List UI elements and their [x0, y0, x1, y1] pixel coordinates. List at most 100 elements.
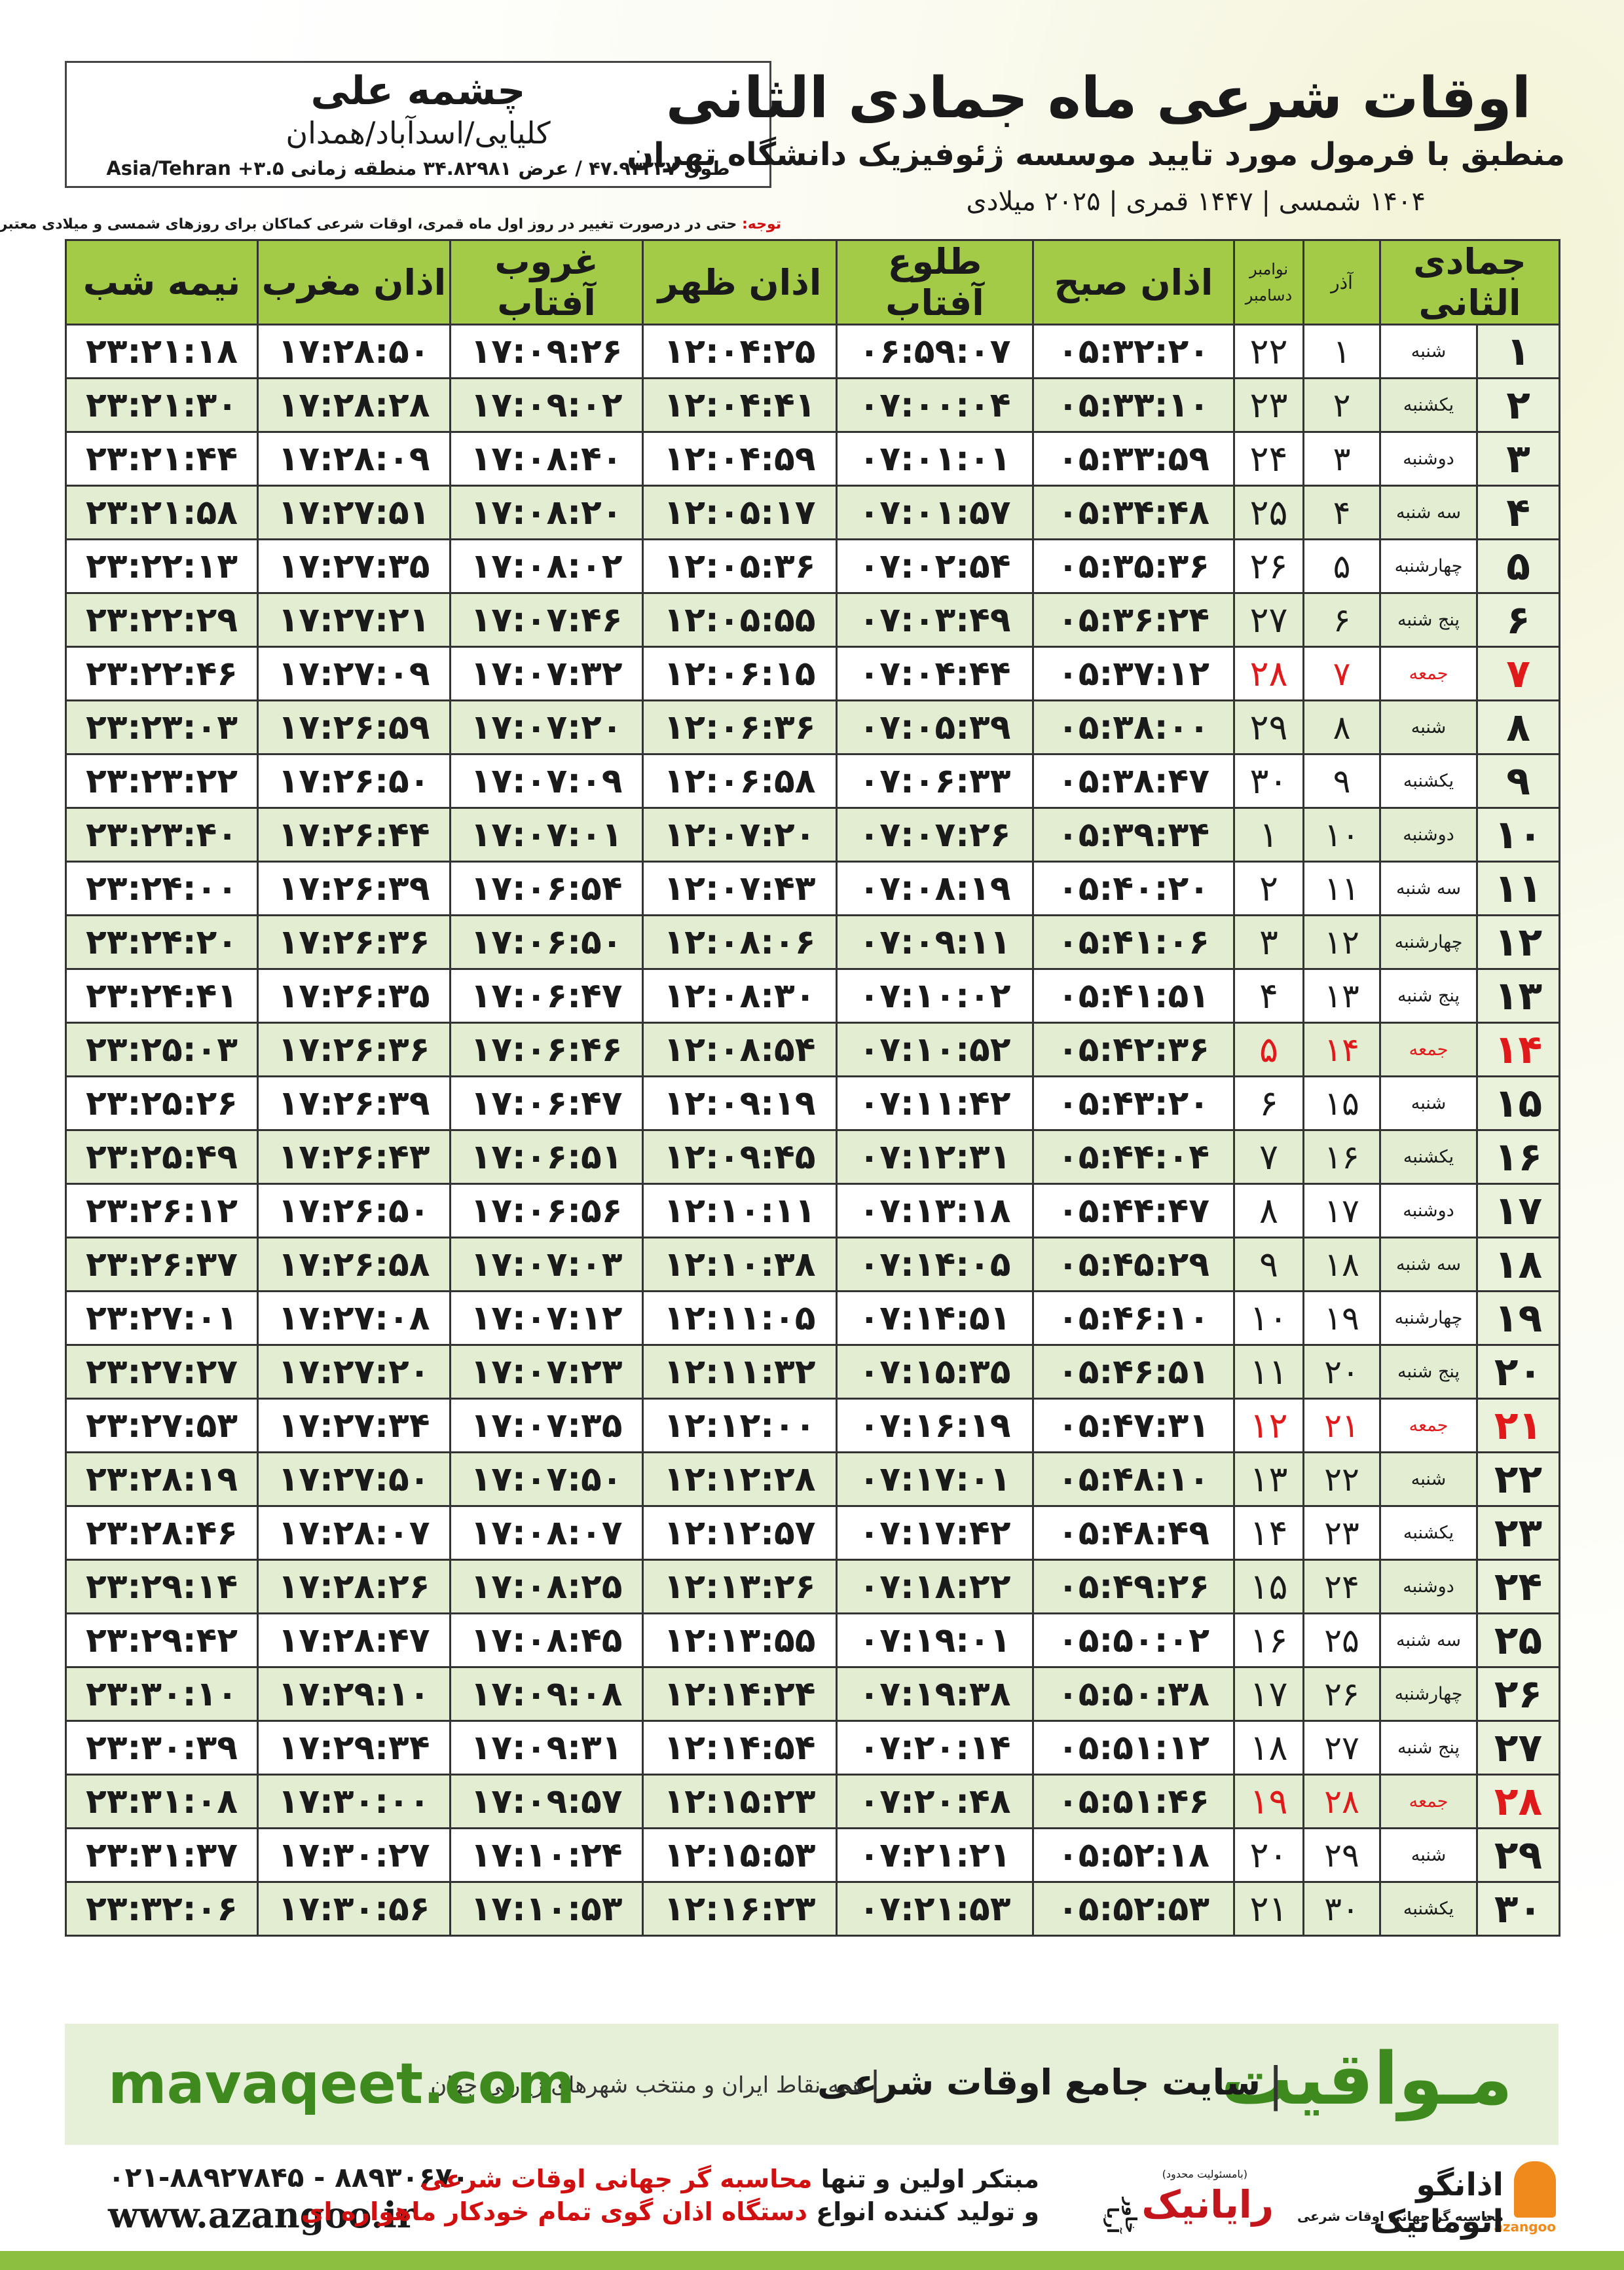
table-cell: ۱۲:۰۵:۳۶ — [642, 538, 838, 594]
tagline: سایت جامع اوقات شرعی — [817, 2062, 1261, 2103]
table-cell: ۱۲:۰۹:۴۵ — [642, 1129, 838, 1185]
table-row: ۱۵ شنبه ۱۵ ۶ ۰۵:۴۳:۲۰ ۰۷:۱۱:۴۲ ۱۲:۰۹:۱۹ ۱۷:۰۶:۴… — [65, 1075, 1561, 1131]
table-cell: ۱۲:۱۱:۰۵ — [642, 1290, 838, 1346]
table-cell: ۱۷:۲۷:۵۰ — [257, 1451, 451, 1507]
table-cell: ۱۲:۰۹:۱۹ — [642, 1075, 838, 1131]
table-cell: ۶ — [1233, 1075, 1304, 1131]
table-row: ۲ یکشنبه ۲ ۲۳ ۰۵:۳۳:۱۰ ۰۷:۰۰:۰۴ ۱۲:۰۴:۴۱ ۱۷:۰۹:… — [65, 377, 1561, 433]
table-cell: ۱ — [1302, 324, 1381, 379]
table-cell: ۰۷:۲۱:۲۱ — [836, 1827, 1034, 1883]
table-cell: ۰۷:۱۶:۱۹ — [836, 1398, 1034, 1453]
table-cell: ۲۰ — [1233, 1827, 1304, 1883]
table-cell: ۰۵:۳۵:۳۶ — [1032, 538, 1235, 594]
table-cell: ۲۵ — [1476, 1612, 1561, 1668]
table-cell: دوشنبه — [1378, 431, 1479, 487]
table-cell: ۱۲:۱۵:۲۳ — [642, 1774, 838, 1829]
table-cell: ۷ — [1233, 1129, 1304, 1185]
phone: ۰۲۱-۸۸۹۲۷۸۴۵ - ۸۸۹۳۰۶۷۰ — [108, 2161, 470, 2193]
table-cell: ۰۷:۰۳:۴۹ — [836, 592, 1034, 648]
table-cell: ۲۰ — [1302, 1344, 1381, 1400]
table-cell: ۱۷:۲۸:۰۹ — [257, 431, 451, 487]
header-cell: نوامبر دسامبر — [1233, 239, 1304, 326]
table-cell: ۰۷:۱۴:۵۱ — [836, 1290, 1034, 1346]
table-cell: ۰۷:۲۱:۵۳ — [836, 1881, 1034, 1937]
table-cell: ۲۳:۲۵:۴۹ — [65, 1129, 259, 1185]
table-cell: ۰۵:۴۲:۳۶ — [1032, 1022, 1235, 1077]
table-cell: ۲۳:۳۰:۳۹ — [65, 1720, 259, 1776]
table-cell: ۱۲:۰۷:۲۰ — [642, 807, 838, 863]
table-cell: پنج شنبه — [1378, 592, 1479, 648]
table-cell: ۲۳:۲۱:۳۰ — [65, 377, 259, 433]
table-cell: ۱ — [1476, 324, 1561, 379]
table-cell: ۱۲:۱۳:۵۵ — [642, 1612, 838, 1668]
table-cell: ۰۷:۱۲:۳۱ — [836, 1129, 1034, 1185]
table-cell: ۱۷:۰۶:۵۶ — [449, 1183, 644, 1238]
table-cell: ۰۵:۳۳:۵۹ — [1032, 431, 1235, 487]
table-cell: ۰۵:۵۰:۰۲ — [1032, 1612, 1235, 1668]
table-cell: جمعه — [1378, 1774, 1479, 1829]
table-cell: ۰۷:۱۷:۰۱ — [836, 1451, 1034, 1507]
location-name: چشمه علی — [310, 68, 526, 114]
logo-text: (بامسئولیت محدود) — [1162, 2168, 1247, 2180]
location-box: چشمه علی کلیایی/اسدآباد/همدان طول ۴۷.۹۳۲… — [65, 61, 771, 188]
table-cell: چهارشنبه — [1378, 1666, 1479, 1722]
table-cell: شنبه — [1378, 324, 1479, 379]
table-cell: ۱۷:۱۰:۲۴ — [449, 1827, 644, 1883]
table-cell: ۶ — [1476, 592, 1561, 648]
title: اوقات شرعی ماه جمادی الثانی — [665, 65, 1531, 131]
table-cell: ۱۷:۰۶:۴۷ — [449, 968, 644, 1024]
table-cell: ۵ — [1476, 538, 1561, 594]
table-cell: ۱۵ — [1302, 1075, 1381, 1131]
table-cell: جمعه — [1378, 646, 1479, 701]
table-cell: ۰۵:۵۲:۱۸ — [1032, 1827, 1235, 1883]
table-cell: ۰۷:۱۳:۱۸ — [836, 1183, 1034, 1238]
table-cell: ۲۹ — [1233, 699, 1304, 755]
table-cell: ۱۷:۰۸:۰۷ — [449, 1505, 644, 1561]
table-row: ۲۲ شنبه ۲۲ ۱۳ ۰۵:۴۸:۱۰ ۰۷:۱۷:۰۱ ۱۲:۱۲:۲۸ ۱۷:۰۷:… — [65, 1451, 1561, 1507]
table-cell: ۵ — [1302, 538, 1381, 594]
table-cell: ۱۷:۰۹:۵۷ — [449, 1774, 644, 1829]
text: و تولید کننده انواع — [816, 2197, 1039, 2226]
table-cell: ۰۷:۰۱:۰۱ — [836, 431, 1034, 487]
table-cell: ۱۲:۱۱:۳۲ — [642, 1344, 838, 1400]
table-cell: ۱۷:۰۸:۰۲ — [449, 538, 644, 594]
note-text: حتی در درصورت تغییر در روز اول ماه قمری،… — [0, 216, 737, 233]
table-cell: ۱۷:۰۷:۲۳ — [449, 1344, 644, 1400]
table-cell: ۱۷:۰۷:۰۱ — [449, 807, 644, 863]
table-cell: سه شنبه — [1378, 861, 1479, 916]
table-cell: سه شنبه — [1378, 1612, 1479, 1668]
table-cell: ۷ — [1302, 646, 1381, 701]
table-cell: ۱۲:۰۶:۳۶ — [642, 699, 838, 755]
location-coords: طول ۴۷.۹۳۲۲۷ / عرض ۳۴.۸۲۹۸۱ منطقه زمانی … — [106, 157, 730, 179]
table-cell: ۱۴ — [1302, 1022, 1381, 1077]
table-cell: ۱۷:۰۷:۰۳ — [449, 1237, 644, 1292]
table-cell: ۱۲:۰۷:۴۳ — [642, 861, 838, 916]
table-cell: ۳ — [1302, 431, 1381, 487]
table-cell: ۲۳:۲۵:۲۶ — [65, 1075, 259, 1131]
table-cell: ۰۷:۱۰:۰۲ — [836, 968, 1034, 1024]
table-cell: یکشنبه — [1378, 1505, 1479, 1561]
table-cell: ۱۷:۲۶:۴۴ — [257, 807, 451, 863]
banner: مـواقیت | سایت جامع اوقات شرعی | همه نقا… — [65, 2024, 1559, 2145]
table-cell: ۲۲ — [1302, 1451, 1381, 1507]
table-cell: ۱۲:۱۴:۵۴ — [642, 1720, 838, 1776]
table-cell: ۲۳:۲۲:۱۳ — [65, 538, 259, 594]
table-cell: ۲ — [1476, 377, 1561, 433]
table-row: ۹ یکشنبه ۹ ۳۰ ۰۵:۳۸:۴۷ ۰۷:۰۶:۳۳ ۱۲:۰۶:۵۸ ۱۷:۰۷:… — [65, 753, 1561, 809]
table-cell: ۱۷:۲۷:۲۰ — [257, 1344, 451, 1400]
location-region: کلیایی/اسدآباد/همدان — [286, 115, 551, 151]
table-body: ۱ شنبه ۱ ۲۲ ۰۵:۳۲:۲۰ ۰۶:۵۹:۰۷ ۱۲:۰۴:۲۵ ۱۷:۰۹:۲۶… — [65, 324, 1561, 1937]
table-cell: ۲۳:۲۴:۰۰ — [65, 861, 259, 916]
table-cell: ۰۷:۰۷:۲۶ — [836, 807, 1034, 863]
url: mavaqeet.com — [108, 2051, 576, 2117]
table-cell: ۲۳:۲۹:۴۲ — [65, 1612, 259, 1668]
table-cell: ۲۳:۲۱:۱۸ — [65, 324, 259, 379]
table-cell: ۱۷:۲۶:۳۶ — [257, 914, 451, 970]
table-cell: ۲۴ — [1302, 1559, 1381, 1614]
table-cell: ۱۲:۰۶:۱۵ — [642, 646, 838, 701]
table-cell: ۶ — [1302, 592, 1381, 648]
table-cell: ۱۷:۲۷:۵۱ — [257, 485, 451, 540]
table-row: ۱۱ سه شنبه ۱۱ ۲ ۰۵:۴۰:۲۰ ۰۷:۰۸:۱۹ ۱۲:۰۷:۴۳ ۱۷:۰… — [65, 861, 1561, 916]
table-cell: ۲۳:۲۷:۵۳ — [65, 1398, 259, 1453]
